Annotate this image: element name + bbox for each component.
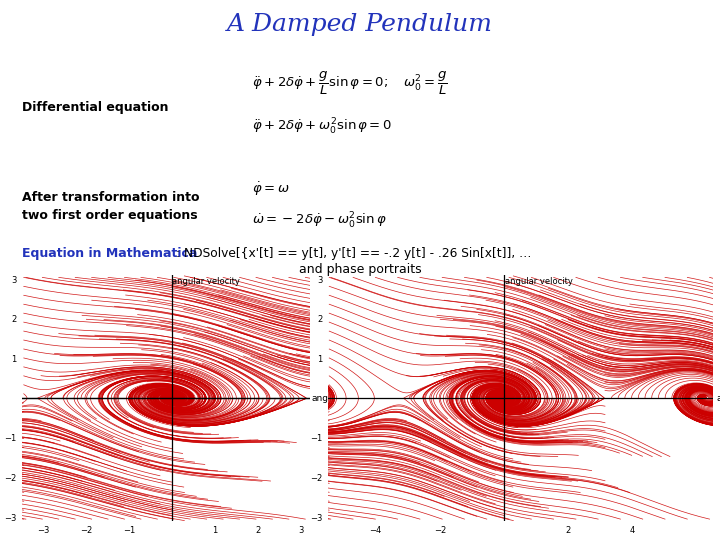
Text: Equation in Mathematica: Equation in Mathematica (22, 247, 197, 260)
Text: $\dot{\omega} = -2\delta\dot{\varphi} - \omega_0^2\sin\varphi$: $\dot{\omega} = -2\delta\dot{\varphi} - … (252, 211, 387, 232)
Text: and phase portraits: and phase portraits (299, 264, 421, 276)
Text: angle: angle (716, 394, 720, 403)
Text: A Damped Pendulum: A Damped Pendulum (227, 14, 493, 37)
Text: Differential equation: Differential equation (22, 102, 168, 114)
Text: angular velocity: angular velocity (505, 278, 572, 286)
Text: $\ddot{\varphi} + 2\delta\dot{\varphi} + \omega_0^2\sin\varphi = 0$: $\ddot{\varphi} + 2\delta\dot{\varphi} +… (252, 117, 392, 137)
Text: After transformation into: After transformation into (22, 191, 199, 204)
Text: angular velocity: angular velocity (173, 278, 240, 286)
Text: two first order equations: two first order equations (22, 210, 197, 222)
Text: : NDSolve[{x'[t] == y[t], y'[t] == -.2 y[t] - .26 Sin[x[t]], …: : NDSolve[{x'[t] == y[t], y'[t] == -.2 y… (176, 247, 532, 260)
Text: $\dot{\varphi} = \omega$: $\dot{\varphi} = \omega$ (252, 180, 289, 198)
Text: angle: angle (312, 394, 337, 403)
Text: $\ddot{\varphi} + 2\delta\dot{\varphi} + \dfrac{g}{L}\sin\varphi = 0;\quad \omeg: $\ddot{\varphi} + 2\delta\dot{\varphi} +… (252, 70, 448, 97)
